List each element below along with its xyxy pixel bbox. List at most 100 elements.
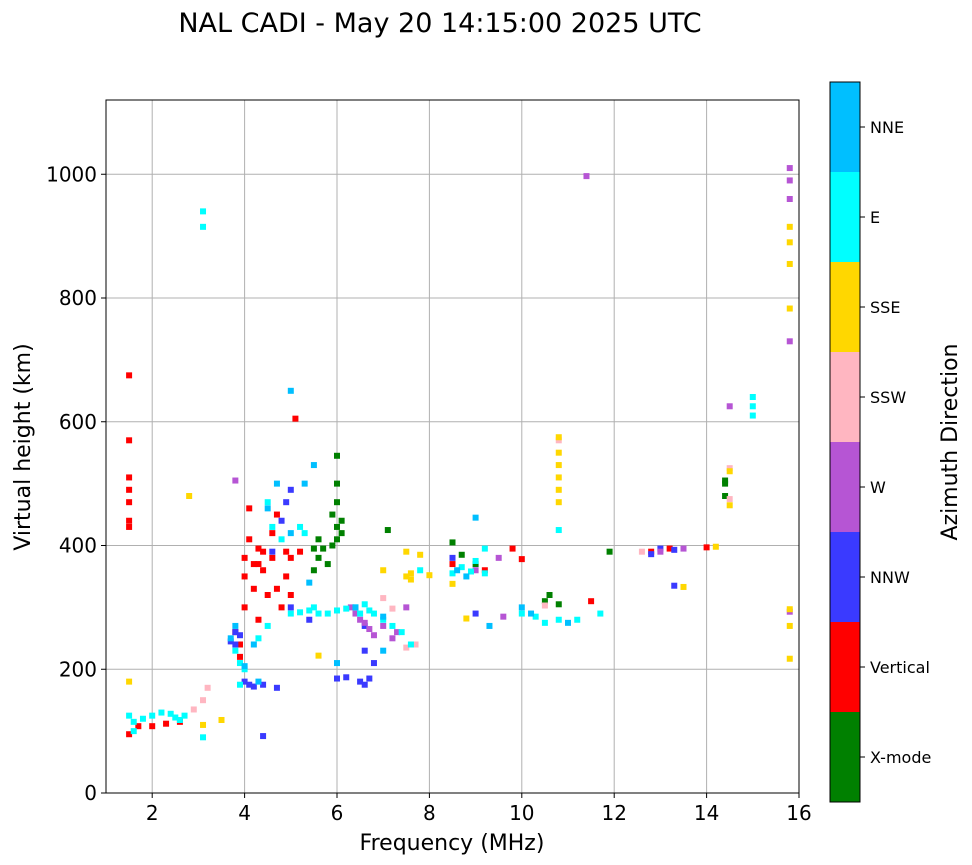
colorbar-tick-label: E: [870, 208, 880, 227]
data-point: [287, 610, 294, 617]
data-point: [241, 663, 248, 670]
data-point: [394, 629, 401, 636]
data-point: [250, 683, 257, 690]
data-point: [297, 609, 304, 616]
data-point: [786, 606, 793, 613]
data-point: [130, 728, 137, 735]
data-point: [481, 567, 488, 574]
data-point: [236, 653, 243, 660]
data-point: [361, 622, 368, 629]
data-point: [334, 480, 340, 487]
data-point: [726, 496, 733, 503]
data-point: [481, 570, 488, 577]
colorbar-tick-label: W: [870, 478, 886, 497]
data-point: [126, 523, 133, 530]
data-point: [334, 660, 340, 667]
series-e: [126, 208, 756, 741]
data-point: [786, 239, 793, 246]
data-point: [227, 635, 234, 642]
data-point: [126, 474, 133, 481]
series-nnw: [227, 486, 678, 740]
data-point: [241, 678, 248, 685]
data-point: [680, 545, 687, 552]
data-point: [200, 697, 207, 704]
data-point: [500, 613, 507, 620]
data-point: [232, 477, 239, 484]
data-point: [541, 619, 548, 626]
data-point: [657, 548, 664, 555]
data-point: [204, 684, 211, 691]
data-point: [301, 480, 308, 487]
data-point: [176, 716, 183, 723]
data-point: [449, 570, 456, 577]
data-point: [361, 647, 368, 654]
data-point: [306, 616, 313, 623]
data-point: [200, 721, 207, 728]
data-point: [786, 196, 793, 202]
series-sse: [126, 223, 793, 728]
data-point: [407, 641, 414, 648]
data-point: [246, 505, 253, 512]
data-point: [361, 681, 368, 688]
data-point: [671, 546, 678, 553]
colorbar-segment: [830, 172, 860, 262]
data-point: [297, 523, 304, 530]
data-point: [722, 493, 729, 499]
data-point: [749, 403, 756, 410]
colorbar-tick-label: SSW: [870, 388, 906, 407]
data-point: [126, 731, 133, 738]
data-point: [449, 580, 456, 587]
series-x-mode: [310, 452, 729, 608]
data-point: [241, 554, 248, 561]
data-point: [370, 610, 377, 617]
data-point: [264, 505, 271, 512]
data-point: [236, 681, 243, 688]
data-point: [555, 474, 562, 481]
data-point: [310, 604, 317, 611]
data-point: [467, 568, 474, 575]
data-point: [278, 536, 285, 543]
data-point: [380, 616, 387, 623]
data-point: [255, 635, 262, 642]
data-point: [403, 548, 410, 555]
data-point: [126, 678, 133, 685]
y-tick-label: 200: [59, 657, 97, 681]
series-w: [232, 165, 793, 642]
data-point: [786, 260, 793, 267]
data-point: [334, 675, 340, 682]
data-point: [181, 712, 188, 719]
data-point: [255, 616, 262, 623]
data-point: [380, 647, 387, 654]
data-point: [555, 449, 562, 456]
data-point: [398, 629, 405, 636]
y-tick-label: 400: [59, 534, 97, 558]
data-point: [255, 561, 262, 568]
data-point: [126, 437, 133, 444]
data-point: [366, 607, 373, 614]
data-point: [232, 641, 239, 648]
colorbar-label: Azimuth Direction: [938, 343, 963, 540]
colorbar-frame: [829, 81, 861, 803]
data-point: [472, 567, 479, 574]
data-point: [786, 177, 793, 184]
data-point: [403, 604, 410, 611]
data-point: [260, 548, 267, 555]
colorbar-tick-label: X-mode: [870, 748, 931, 767]
data-point: [260, 567, 267, 574]
data-point: [200, 208, 207, 215]
data-point: [518, 610, 525, 617]
data-point: [389, 635, 396, 642]
data-point: [463, 615, 470, 622]
data-point: [389, 605, 396, 612]
data-point: [357, 616, 364, 623]
data-point: [749, 394, 756, 400]
data-point: [315, 536, 322, 543]
data-point: [149, 712, 156, 719]
data-point: [555, 527, 562, 534]
data-point: [726, 502, 733, 509]
data-point: [726, 403, 733, 410]
colorbar-tick-label: Vertical: [870, 658, 930, 677]
data-point: [472, 561, 479, 568]
data-point: [334, 607, 340, 614]
